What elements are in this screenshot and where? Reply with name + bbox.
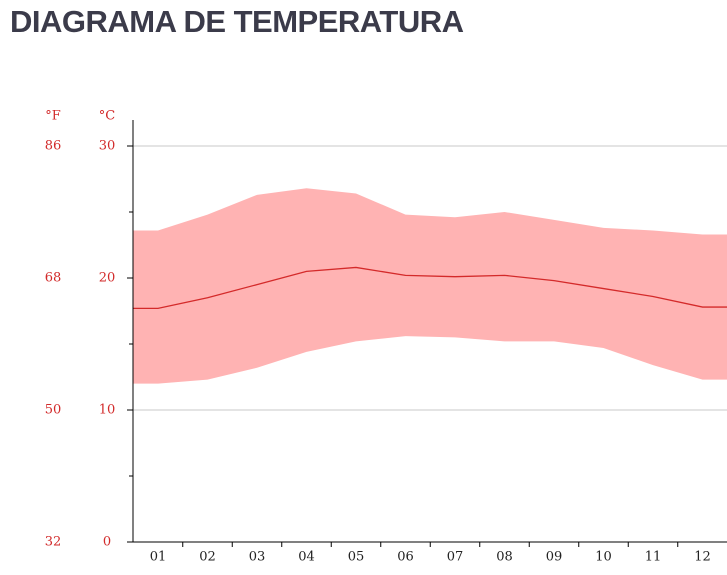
chart-title: DIAGRAMA DE TEMPERATURA (10, 4, 464, 39)
x-tick-label: 01 (150, 550, 167, 565)
x-tick-label: 05 (348, 550, 365, 565)
x-tick-label: 06 (397, 550, 414, 565)
y-tick-label: 30 (99, 139, 116, 154)
y-tick-label: 10 (99, 403, 116, 418)
y2-tick-label: 32 (45, 535, 62, 550)
y2-tick-label: 50 (45, 403, 62, 418)
y2-tick-label: 86 (45, 139, 62, 154)
x-tick-label: 02 (199, 550, 216, 565)
y2-tick-label: 68 (45, 271, 62, 286)
temperature-band (133, 188, 727, 384)
x-tick-label: 03 (249, 550, 266, 565)
y-tick-label: 20 (99, 271, 116, 286)
y-tick-label: 0 (103, 535, 111, 550)
x-tick-label: 07 (447, 550, 464, 565)
x-tick-label: 09 (546, 550, 563, 565)
x-tick-label: 04 (298, 550, 315, 565)
y2-unit: °F (45, 109, 61, 124)
x-tick-label: 12 (694, 550, 711, 565)
y-unit: °C (99, 109, 116, 124)
x-tick-label: 11 (645, 550, 662, 565)
x-tick-label: 10 (595, 550, 612, 565)
mean-line (133, 266, 727, 310)
x-tick-label: 08 (496, 550, 513, 565)
